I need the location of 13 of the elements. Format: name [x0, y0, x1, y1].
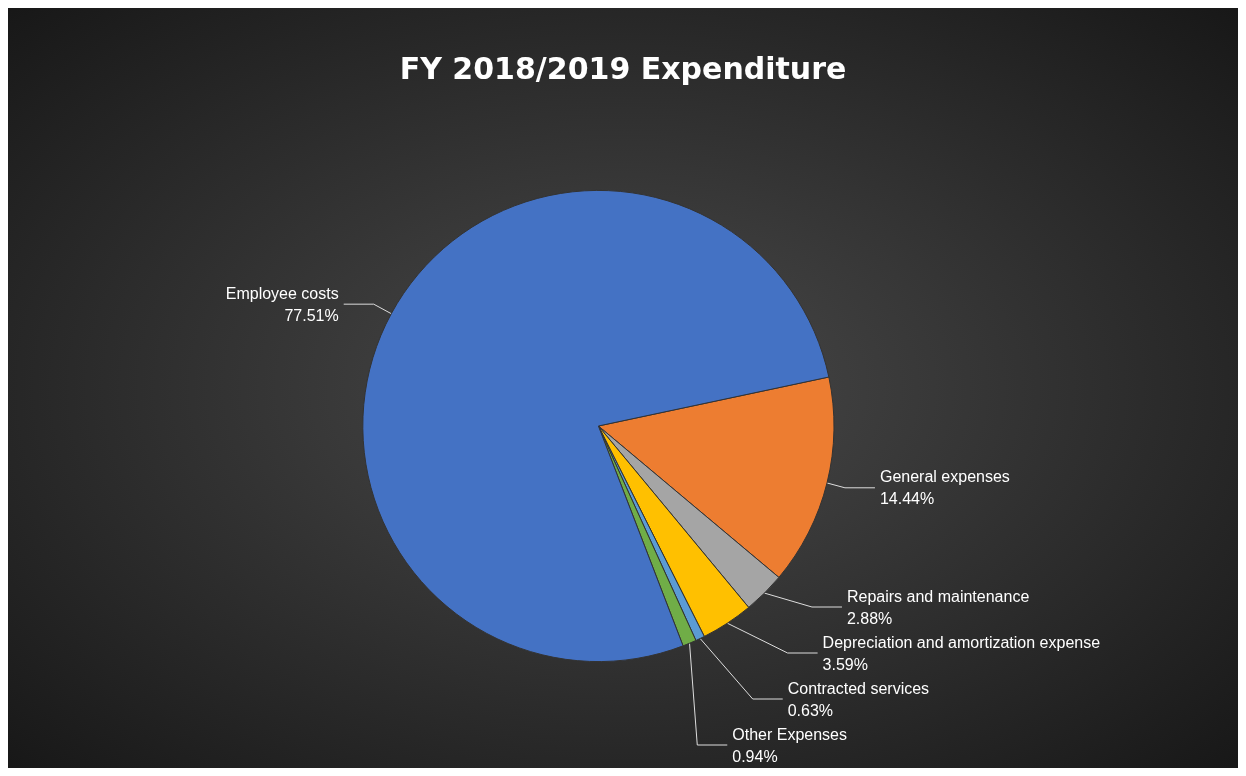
- data-label: 0.94%: [732, 747, 778, 765]
- slice-label: General expenses: [879, 468, 1010, 486]
- data-label: 3.59%: [822, 655, 868, 673]
- data-label: 0.63%: [787, 701, 834, 719]
- data-label: 2.88%: [846, 609, 893, 627]
- slice-label: Depreciation and amortization expense: [822, 633, 1101, 651]
- chart-title: FY 2018/2019 Expenditure: [399, 50, 847, 86]
- data-label: 14.44%: [879, 490, 935, 508]
- slice-label: Repairs and maintenance: [846, 587, 1030, 605]
- slice-label: Employee costs: [225, 284, 339, 302]
- data-label: 77.51%: [284, 306, 339, 324]
- slice-label: Other Expenses: [732, 725, 847, 743]
- slice-label: Contracted services: [787, 679, 930, 697]
